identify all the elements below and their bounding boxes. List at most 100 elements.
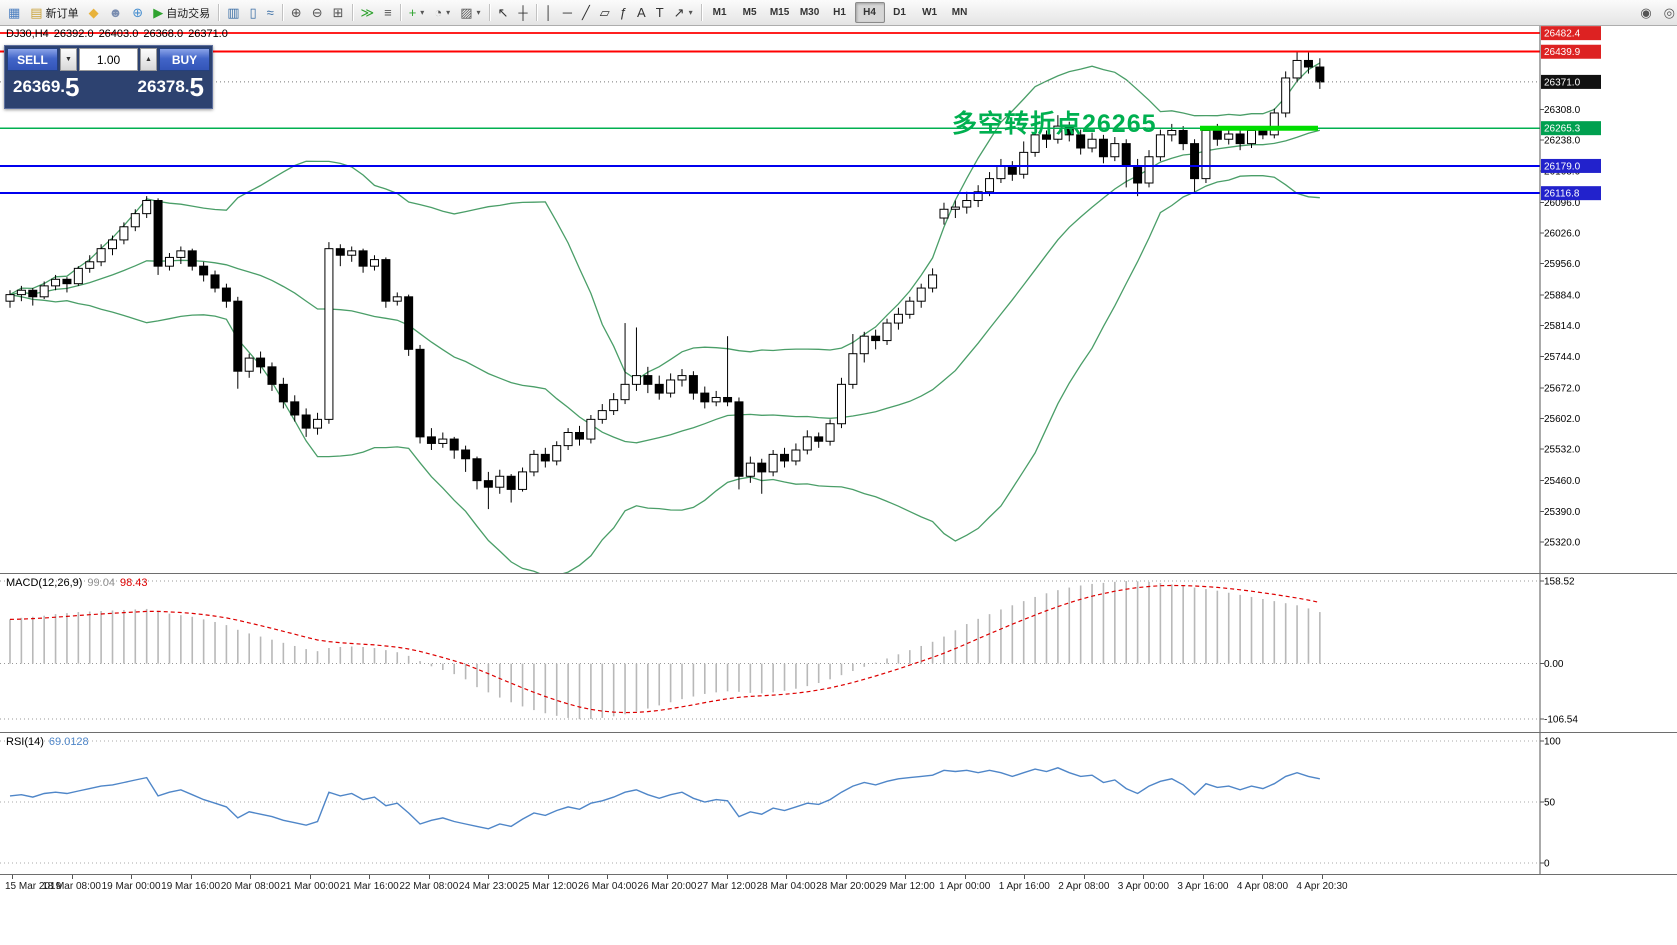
rsi-value: 69.0128 xyxy=(48,736,89,748)
macd-bar xyxy=(817,663,820,683)
cursor-button[interactable]: ↖ xyxy=(493,1,514,24)
timeframe-m1-button[interactable]: M1 xyxy=(712,7,727,18)
timeframe-d1-button[interactable]: D1 xyxy=(893,7,906,18)
candle xyxy=(814,436,824,442)
timeframe-m15-button[interactable]: M15 xyxy=(769,7,790,18)
zoom-in-button[interactable]: ⊕ xyxy=(286,1,307,24)
macd-bar xyxy=(1239,594,1241,664)
timeframe-h1-button[interactable]: H1 xyxy=(833,7,846,18)
docking-button[interactable]: ◎ xyxy=(1659,1,1677,24)
macd-bar xyxy=(943,636,945,664)
time-tick xyxy=(1202,875,1204,879)
time-label: 28 Mar 20:00 xyxy=(816,881,876,892)
one-click-trading-panel: SELL ▼ 1.00 ▲ BUY 26369. 5 26378. 5 xyxy=(4,45,213,109)
arrows-button[interactable]: ↗ ▾ xyxy=(669,1,698,24)
toolbar-right-group: ◉ ◎ xyxy=(1635,1,1677,24)
time-label: 20 Mar 08:00 xyxy=(220,881,280,892)
macd-signal-line xyxy=(9,584,1320,714)
macd-bar xyxy=(1284,603,1287,664)
label-button[interactable]: T xyxy=(651,1,669,24)
candle xyxy=(893,313,903,324)
templates-button[interactable]: ▨ ▾ xyxy=(455,1,485,24)
resistance-line-2-label: 26439.9 xyxy=(1544,47,1581,58)
volume-decrease-button[interactable]: ▼ xyxy=(60,48,77,71)
candle xyxy=(1041,134,1051,140)
sell-button[interactable]: SELL xyxy=(7,48,58,71)
candle xyxy=(836,383,846,425)
candle xyxy=(586,418,596,440)
macd-bar xyxy=(316,651,319,664)
bar-chart-button[interactable]: ▥ xyxy=(222,1,244,24)
time-label: 1 Apr 16:00 xyxy=(998,881,1050,892)
candle xyxy=(62,278,72,285)
timeframe-w1-button[interactable]: W1 xyxy=(922,7,938,18)
price-axis-tick-label: 25602.0 xyxy=(1544,414,1581,425)
macd-bar xyxy=(806,663,809,687)
main-chart-canvas[interactable]: 26308.026238.026168.026096.026026.025956… xyxy=(0,25,1677,573)
horizontal-line-button[interactable]: ─ xyxy=(558,1,577,24)
macd-bar xyxy=(1011,605,1014,664)
volume-input[interactable]: 1.00 xyxy=(79,48,138,71)
community-button[interactable]: ⊕ xyxy=(127,1,148,24)
macd-bar xyxy=(464,663,467,680)
candle xyxy=(1064,125,1074,136)
pivot-annotation-text[interactable]: 多空转折点26265 xyxy=(952,110,1157,138)
candle xyxy=(324,248,334,420)
time-label: 27 Mar 12:00 xyxy=(697,881,756,892)
periods-button[interactable]: ◔ ▾ xyxy=(429,1,455,24)
new-order-button[interactable]: ▤ 新订单 xyxy=(25,1,83,24)
macd-bar xyxy=(145,608,148,664)
macd-bar xyxy=(840,663,843,676)
timeframe-h4-button[interactable]: H4 xyxy=(854,2,885,23)
symbol-search-icon: ◉ xyxy=(1640,5,1652,20)
channel-button[interactable]: ▱ xyxy=(595,1,615,24)
fibonacci-button[interactable]: ƒ xyxy=(615,1,632,24)
timeframe-m5-button[interactable]: M5 xyxy=(742,7,757,18)
line-chart-button[interactable]: ≈ xyxy=(262,1,279,24)
candlestick-button[interactable]: ▯ xyxy=(244,1,261,24)
time-axis[interactable]: 15 Mar 2019 18 Mar 08:00 19 Mar 00:00 19 Ma… xyxy=(0,875,1677,899)
timeframe-m30-button[interactable]: M30 xyxy=(799,7,820,18)
autotrading-button[interactable]: ▶ 自动交易 xyxy=(148,1,215,24)
macd-bar xyxy=(134,609,137,664)
vertical-line-icon: │ xyxy=(544,5,553,20)
time-label: 15 Mar 2019 xyxy=(5,881,62,892)
chevron-down-icon: ▾ xyxy=(446,8,451,17)
zoom-out-button[interactable]: ⊖ xyxy=(307,1,328,24)
mql5-button[interactable]: ◆ xyxy=(84,1,104,24)
rsi-canvas[interactable]: 100 50 0 xyxy=(0,733,1677,874)
community-icon: ⊕ xyxy=(132,5,144,20)
macd-bar xyxy=(385,650,387,664)
new-chart-button[interactable]: ▦ xyxy=(3,1,25,24)
candle xyxy=(369,259,379,267)
text-button[interactable]: A xyxy=(632,1,651,24)
macd-bar xyxy=(692,663,695,697)
time-label: 3 Apr 16:00 xyxy=(1177,881,1229,892)
macd-bar xyxy=(1034,596,1036,664)
time-tick xyxy=(428,875,430,879)
macd-bar xyxy=(1091,583,1093,664)
candle xyxy=(1098,138,1108,158)
auto-scroll-button[interactable]: ≫ xyxy=(356,1,380,24)
vertical-line-button[interactable]: │ xyxy=(540,1,558,24)
trendline-button[interactable]: ╱ xyxy=(577,1,595,24)
crosshair-button[interactable]: ┼ xyxy=(513,1,532,24)
candle xyxy=(916,287,926,302)
volume-increase-button[interactable]: ▲ xyxy=(140,48,157,71)
indicators-button[interactable]: + ▾ xyxy=(404,1,430,24)
macd-canvas[interactable]: 158.52 0.00 -106.54 xyxy=(0,574,1677,732)
candle xyxy=(290,401,300,416)
chart-shift-button[interactable]: ≡ xyxy=(379,1,397,24)
time-tick xyxy=(667,875,668,879)
time-tick xyxy=(1083,875,1085,879)
tile-windows-button[interactable]: ⊞ xyxy=(328,1,349,24)
candle xyxy=(700,392,710,403)
candle xyxy=(1258,129,1268,136)
macd-bar xyxy=(1307,608,1310,664)
symbol-search-button[interactable]: ◉ xyxy=(1635,1,1656,24)
buy-button[interactable]: BUY xyxy=(159,48,210,71)
timeframe-mn-button[interactable]: MN xyxy=(951,7,968,18)
candle xyxy=(1190,143,1200,180)
label-icon: T xyxy=(655,5,664,20)
contacts-button[interactable]: ☻ xyxy=(104,1,128,24)
